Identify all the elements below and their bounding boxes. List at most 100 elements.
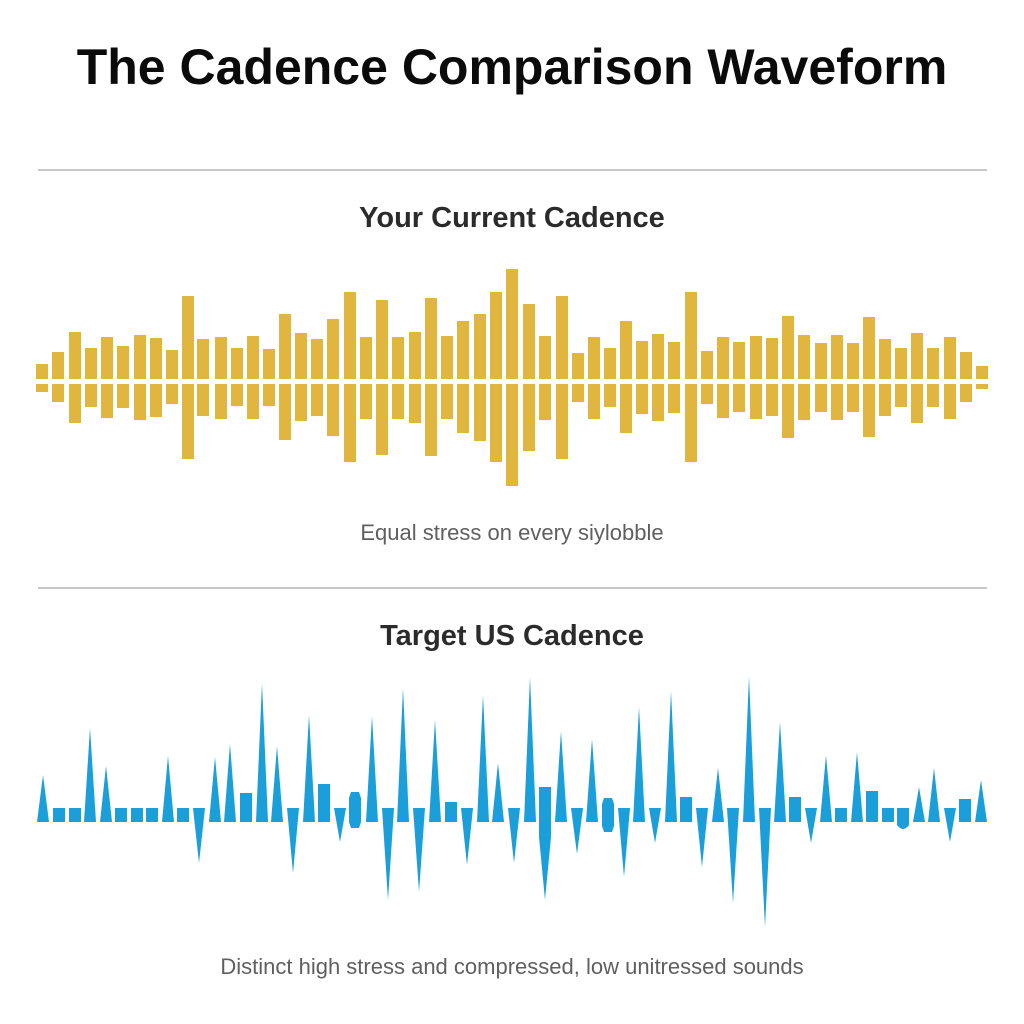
waveform-bar [231,348,243,406]
waveform-bar [588,337,600,419]
waveform-bar [717,337,729,418]
waveform-bar [506,269,518,486]
waveform-bar [474,314,486,441]
waveform-bar [117,346,129,408]
waveform-bar [247,336,259,419]
waveform-spike [882,808,894,822]
waveform-bar [197,339,209,416]
waveform-spike [413,808,425,892]
waveform-bar [668,342,680,413]
waveform-bar [263,349,275,406]
waveform-bar [134,335,146,420]
waveform-spike [477,695,489,822]
waveform-bar [685,292,697,462]
waveform-bar [327,319,339,436]
waveform-bar [409,332,421,423]
current-cadence-caption: Equal stress on every siylobble [360,520,664,545]
waveform-spike [397,688,409,822]
waveform-spike [820,755,832,822]
waveform-spike [913,787,925,822]
waveform-bar [490,292,502,462]
waveform-spike [944,808,956,842]
waveform-bar [69,332,81,423]
waveform-spike [897,808,909,829]
waveform-spike [100,766,112,822]
waveform-spike [743,676,755,822]
waveform-bar [620,321,632,433]
waveform-spike [696,808,708,867]
waveform-bar [652,334,664,421]
waveform-spike [680,797,692,822]
waveform-spike [256,683,268,822]
waveform-spike [429,720,441,822]
waveform-bar [927,348,939,407]
waveform-bar [960,352,972,402]
waveform-bar [636,341,648,414]
waveform-bar [392,337,404,419]
waveform-spike [586,739,598,822]
waveform-bar [556,296,568,459]
waveform-spike [959,799,971,822]
waveform-bar [750,336,762,419]
waveform-bar [782,316,794,438]
waveform-bar [831,335,843,420]
waveform-spike [851,752,863,822]
waveform-bar [798,335,810,420]
waveform-spike [727,808,739,903]
waveform-spike [209,757,221,822]
waveform-bar [863,317,875,437]
waveform-spike [69,808,81,822]
target-cadence-heading: Target US Cadence [380,620,644,652]
waveform-spike [382,808,394,900]
waveform-bar [311,339,323,416]
waveform-bar [279,314,291,440]
waveform-spike [633,707,645,822]
page-title: The Cadence Comparison Waveform [76,39,948,95]
waveform-spike [318,784,330,822]
waveform-spike [115,808,127,822]
waveform-bar [215,337,227,419]
waveform-bar [360,337,372,419]
waveform-spike [177,808,189,822]
waveform-bar [944,337,956,419]
waveform-spike [53,808,65,822]
target-cadence-caption: Distinct high stress and compressed, low… [220,954,804,979]
waveform-spike [665,691,677,822]
waveform-spike [193,808,205,863]
waveform-spike [618,808,630,877]
waveform-spike [571,808,583,854]
waveform-bar [425,298,437,456]
waveform-spike [759,808,771,927]
waveform-bar [539,336,551,420]
divider-middle [38,587,987,589]
waveform-bar [344,292,356,462]
waveform-spike [334,808,346,842]
waveform-spike [975,780,987,822]
waveform-bar [976,366,988,389]
waveform-bar [85,348,97,407]
waveform-spike [524,677,536,822]
waveform-bar [441,336,453,419]
waveform-spike [774,722,786,822]
waveform-spike [287,808,299,873]
waveform-bar [101,337,113,418]
divider-top [38,169,987,171]
waveform-spike [303,715,315,822]
waveform-bar [911,333,923,423]
waveform-bar [36,364,48,392]
waveform-spike [712,768,724,822]
waveform-bar [701,351,713,404]
waveform-bar [295,333,307,421]
waveform-spike [366,716,378,822]
waveform-spike [349,792,361,828]
waveform-spike [928,768,940,822]
waveform-spike [602,798,614,832]
waveform-spike [162,756,174,822]
waveform-spike [835,808,847,822]
waveform-spike [224,744,236,822]
waveform-spike [805,808,817,843]
waveform-spike [240,793,252,822]
current-cadence-heading: Your Current Cadence [359,202,665,234]
